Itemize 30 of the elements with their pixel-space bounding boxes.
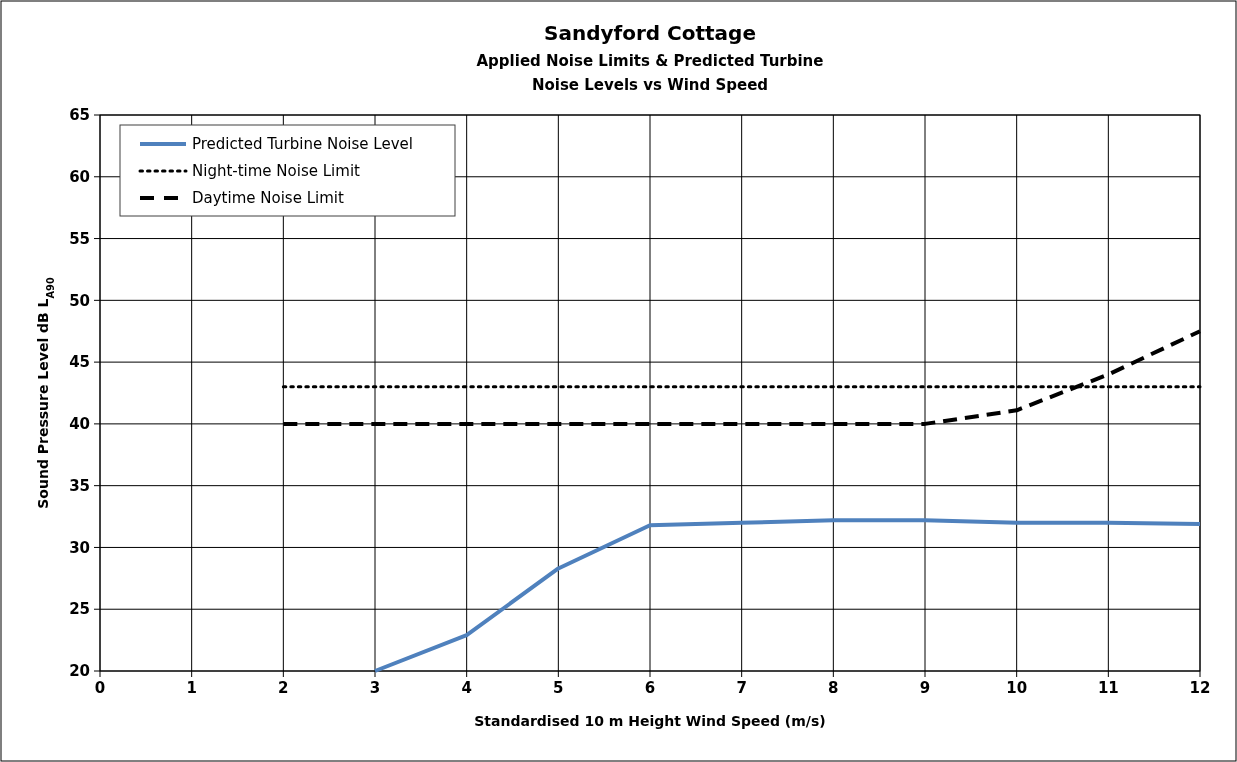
- x-tick-label: 8: [828, 679, 839, 697]
- legend-label: Predicted Turbine Noise Level: [192, 135, 413, 154]
- x-tick-label: 5: [553, 679, 564, 697]
- x-tick-label: 7: [736, 679, 747, 697]
- x-tick-label: 2: [278, 679, 289, 697]
- y-tick-label: 55: [69, 229, 90, 248]
- y-tick-label: 65: [69, 106, 90, 125]
- y-tick-label: 25: [69, 600, 90, 619]
- legend-label: Daytime Noise Limit: [192, 189, 344, 208]
- line-series: [373, 518, 1202, 673]
- x-tick-label: 4: [461, 679, 472, 697]
- x-tick-label: 10: [1006, 679, 1028, 697]
- y-tick-label: 35: [69, 476, 90, 495]
- x-tick-label: 12: [1189, 679, 1211, 697]
- y-tick-label: 40: [69, 415, 90, 434]
- y-tick-label: 20: [69, 662, 90, 681]
- x-tick-label: 3: [369, 679, 381, 697]
- chart-title: Sandyford Cottage: [544, 21, 756, 45]
- legend-label: Night-time Noise Limit: [192, 162, 361, 181]
- x-axis-title: Standardised 10 m Height Wind Speed (m/s): [474, 713, 826, 729]
- x-tick-label: 9: [919, 679, 931, 697]
- y-tick-label: 50: [69, 291, 90, 310]
- y-tick-label: 30: [69, 538, 90, 557]
- chart-subtitle: Applied Noise Limits & Predicted Turbine Noise Levels vs Wind Speed: [476, 52, 824, 94]
- x-tick-label: 6: [644, 679, 656, 697]
- x-tick-label: 0: [94, 679, 106, 697]
- y-tick-label: 45: [69, 353, 90, 372]
- y-tick-label: 60: [69, 168, 90, 187]
- x-tick-label: 11: [1097, 679, 1119, 697]
- x-tick-label: 1: [186, 679, 197, 697]
